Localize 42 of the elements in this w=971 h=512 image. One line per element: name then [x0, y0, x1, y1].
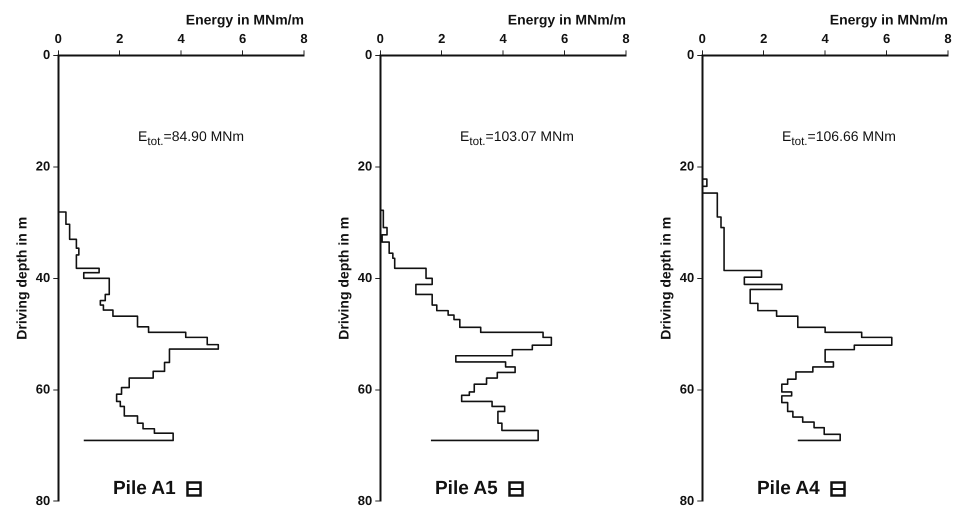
y-tick-label: 40 — [36, 270, 50, 285]
x-tick-label: 4 — [822, 31, 830, 46]
x-tick-label: 0 — [54, 31, 62, 46]
x-tick-label: 4 — [178, 31, 186, 46]
y-tick-label: 80 — [358, 492, 372, 508]
y-tick-label: 20 — [36, 158, 50, 174]
text: Pile A4 — [757, 478, 820, 500]
y-axis-title: Driving depth in m — [657, 216, 674, 340]
x-tick-label: 6 — [238, 31, 246, 46]
y-tick-label: 20 — [680, 158, 694, 174]
y-tick-label: 60 — [358, 381, 372, 396]
y-tick-label: 80 — [680, 492, 694, 508]
y-tick-label: 40 — [358, 270, 372, 285]
x-tick-label: 6 — [560, 31, 568, 46]
x-tick-label: 8 — [622, 31, 630, 46]
text: Pile A5 — [435, 478, 498, 500]
y-tick-label: 0 — [687, 46, 694, 62]
x-tick-label: 8 — [300, 31, 308, 46]
x-tick-label: 8 — [944, 31, 952, 46]
y-tick-label: 40 — [680, 270, 694, 285]
x-axis-title: Energy in MNm/m — [508, 11, 626, 28]
x-tick-label: 2 — [116, 31, 124, 46]
text: Pile A1 — [113, 478, 176, 500]
x-axis-title: Energy in MNm/m — [830, 11, 948, 28]
x-tick-label: 2 — [438, 31, 446, 46]
x-axis-title: Energy in MNm/m — [186, 11, 304, 28]
y-tick-label: 60 — [36, 381, 50, 396]
y-axis-title: Driving depth in m — [13, 216, 30, 340]
y-tick-label: 60 — [680, 381, 694, 396]
annotation: E$_{tot.}$=106.66 MNm — [782, 128, 896, 148]
y-tick-label: 20 — [358, 158, 372, 174]
x-tick-label: 4 — [500, 31, 508, 46]
y-tick-label: 80 — [36, 492, 50, 508]
x-tick-label: 6 — [882, 31, 890, 46]
y-tick-label: 0 — [365, 46, 372, 62]
annotation: E$_{tot.}$=84.90 MNm — [138, 128, 244, 148]
y-tick-label: 0 — [43, 46, 50, 62]
annotation: E$_{tot.}$=103.07 MNm — [460, 128, 574, 148]
x-tick-label: 0 — [376, 31, 384, 46]
x-tick-label: 0 — [698, 31, 706, 46]
y-axis-title: Driving depth in m — [335, 216, 352, 340]
x-tick-label: 2 — [760, 31, 768, 46]
